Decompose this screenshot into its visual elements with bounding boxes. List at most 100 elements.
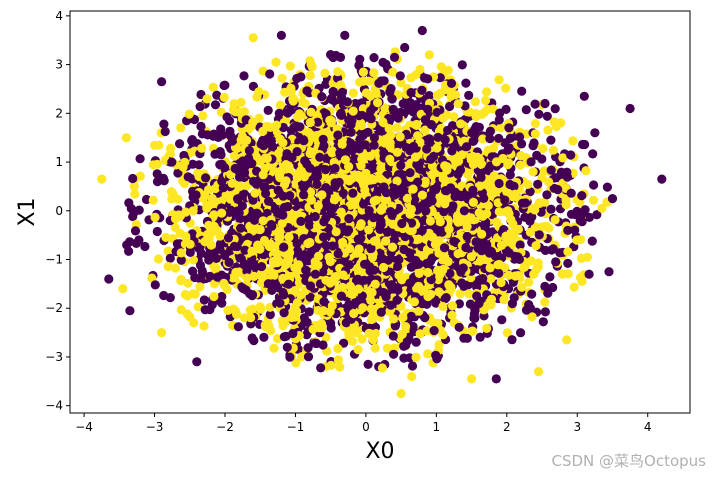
scatter-point-purple: [239, 71, 249, 81]
scatter-point-purple: [406, 88, 416, 98]
scatter-point-yellow: [464, 289, 474, 299]
scatter-point-purple: [497, 315, 507, 325]
scatter-point-yellow: [373, 98, 383, 108]
scatter-point-purple: [220, 163, 230, 173]
scatter-point-purple: [152, 177, 163, 187]
scatter-point-yellow: [392, 123, 402, 133]
scatter-point-yellow: [278, 138, 288, 148]
scatter-point-purple: [365, 113, 375, 123]
scatter-point-yellow: [357, 154, 367, 164]
scatter-point-purple: [423, 74, 433, 84]
scatter-point-purple: [302, 86, 312, 96]
scatter-point-purple: [197, 129, 207, 139]
scatter-point-purple: [288, 328, 298, 339]
scatter-point-purple: [191, 190, 201, 200]
scatter-point-purple: [299, 190, 309, 200]
scatter-point-yellow: [384, 124, 394, 134]
scatter-point-purple: [374, 78, 384, 88]
scatter-point-yellow: [527, 312, 537, 322]
scatter-point-purple: [472, 291, 482, 301]
scatter-point-yellow: [230, 306, 240, 316]
scatter-point-yellow: [361, 168, 371, 178]
scatter-point-yellow: [285, 248, 295, 258]
scatter-point-yellow: [425, 216, 435, 226]
scatter-point-purple: [399, 341, 409, 351]
scatter-point-purple: [385, 114, 395, 124]
scatter-point-yellow: [161, 232, 171, 242]
scatter-point-purple: [461, 242, 471, 253]
scatter-point-yellow: [351, 328, 362, 338]
scatter-point-yellow: [558, 153, 568, 163]
scatter-point-purple: [259, 141, 269, 151]
scatter-point-purple: [335, 148, 345, 158]
scatter-point-yellow: [308, 324, 318, 334]
scatter-point-yellow: [188, 255, 198, 265]
scatter-point-purple: [304, 220, 315, 230]
scatter-point-purple: [432, 354, 442, 364]
scatter-point-purple: [390, 189, 400, 199]
scatter-point-purple: [279, 308, 289, 318]
scatter-point-yellow: [491, 157, 502, 167]
scatter-point-purple: [572, 206, 582, 216]
scatter-point-purple: [396, 107, 406, 117]
scatter-point-yellow: [538, 144, 548, 154]
scatter-point-yellow: [193, 302, 203, 312]
scatter-point-yellow: [356, 219, 366, 229]
scatter-point-purple: [517, 198, 528, 208]
scatter-point-yellow: [366, 314, 377, 325]
scatter-point-purple: [504, 123, 514, 133]
scatter-point-yellow: [544, 223, 554, 233]
scatter-point-purple: [439, 207, 449, 217]
scatter-point-yellow: [180, 289, 190, 300]
scatter-point-purple: [305, 292, 315, 302]
scatter-point-yellow: [245, 305, 255, 315]
scatter-point-yellow: [371, 88, 381, 98]
scatter-point-yellow: [543, 125, 553, 135]
scatter-point-purple: [236, 223, 246, 233]
scatter-point-purple: [275, 298, 285, 308]
scatter-point-purple: [434, 180, 444, 191]
scatter-point-purple: [405, 168, 415, 178]
scatter-point-yellow: [395, 132, 405, 142]
scatter-point-yellow: [202, 200, 212, 210]
scatter-point-yellow: [234, 107, 244, 117]
scatter-point-purple: [259, 332, 269, 342]
scatter-point-purple: [364, 206, 374, 216]
scatter-point-yellow: [199, 321, 209, 331]
scatter-point-yellow: [358, 104, 368, 114]
scatter-point-purple: [457, 278, 467, 288]
scatter-point-purple: [336, 291, 346, 301]
scatter-point-yellow: [256, 271, 266, 281]
scatter-point-purple: [532, 150, 542, 160]
scatter-point-purple: [389, 235, 400, 245]
scatter-point-yellow: [209, 210, 219, 220]
scatter-point-purple: [389, 52, 400, 63]
scatter-point-yellow: [297, 352, 307, 362]
scatter-point-yellow: [232, 143, 242, 153]
scatter-point-purple: [135, 154, 145, 164]
scatter-point-yellow: [200, 237, 210, 247]
scatter-point-purple: [426, 120, 436, 130]
scatter-point-yellow: [563, 247, 573, 257]
scatter-point-purple: [454, 322, 464, 332]
scatter-point-yellow: [455, 216, 465, 227]
scatter-point-yellow: [436, 62, 446, 72]
scatter-point-yellow: [253, 240, 263, 250]
scatter-point-yellow: [544, 177, 554, 187]
scatter-point-yellow: [254, 87, 264, 97]
scatter-point-purple: [301, 265, 311, 275]
scatter-point-purple: [389, 349, 399, 359]
scatter-point-purple: [338, 188, 348, 198]
scatter-point-purple: [396, 160, 406, 170]
scatter-point-yellow: [333, 67, 343, 77]
scatter-point-yellow: [466, 252, 476, 262]
scatter-point-yellow: [317, 190, 327, 200]
scatter-point-yellow: [502, 328, 512, 338]
scatter-point-yellow: [494, 75, 504, 85]
scatter-point-purple: [393, 261, 403, 271]
scatter-point-yellow: [209, 291, 219, 302]
scatter-point-purple: [453, 169, 463, 179]
scatter-point-purple: [414, 259, 424, 269]
scatter-point-yellow: [216, 196, 226, 206]
scatter-point-yellow: [506, 215, 516, 225]
